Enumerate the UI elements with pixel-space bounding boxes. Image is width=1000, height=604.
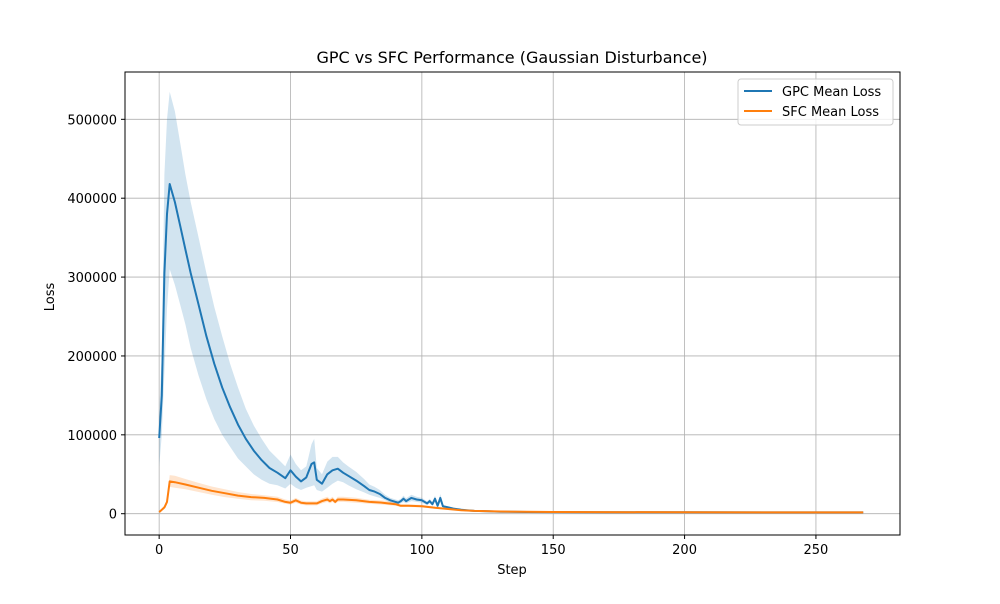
confidence-bands <box>159 91 864 513</box>
chart-title: GPC vs SFC Performance (Gaussian Disturb… <box>316 48 707 67</box>
x-tick-label: 200 <box>672 543 697 558</box>
x-tick-label: 50 <box>282 543 299 558</box>
legend-label-sfc: SFC Mean Loss <box>782 105 879 120</box>
y-tick-label: 500000 <box>67 113 117 128</box>
y-tick-label: 0 <box>109 508 117 523</box>
y-tick-label: 100000 <box>67 429 117 444</box>
series-line-0 <box>158 183 864 514</box>
y-tick-label: 300000 <box>67 271 117 286</box>
x-axis-label: Step <box>497 563 527 578</box>
y-tick-label: 400000 <box>67 192 117 207</box>
x-tick-label: 150 <box>541 543 566 558</box>
x-tick-label: 100 <box>409 543 434 558</box>
confidence-band-1 <box>159 475 864 513</box>
legend: GPC Mean Loss SFC Mean Loss <box>737 78 894 126</box>
series-lines <box>158 183 864 514</box>
y-axis-label: Loss <box>43 283 58 312</box>
confidence-band-0 <box>159 91 864 513</box>
plot-frame <box>124 71 901 536</box>
x-tick-label: 0 <box>155 543 163 558</box>
axis-ticks: 0 50 100 150 200 250 0 100000 200000 300000 400000… <box>67 113 828 558</box>
y-tick-label: 200000 <box>67 350 117 365</box>
legend-label-gpc: GPC Mean Loss <box>782 85 881 100</box>
series-line-1 <box>158 480 864 514</box>
x-tick-label: 250 <box>804 543 829 558</box>
legend-box <box>737 78 894 126</box>
grid <box>125 72 900 535</box>
